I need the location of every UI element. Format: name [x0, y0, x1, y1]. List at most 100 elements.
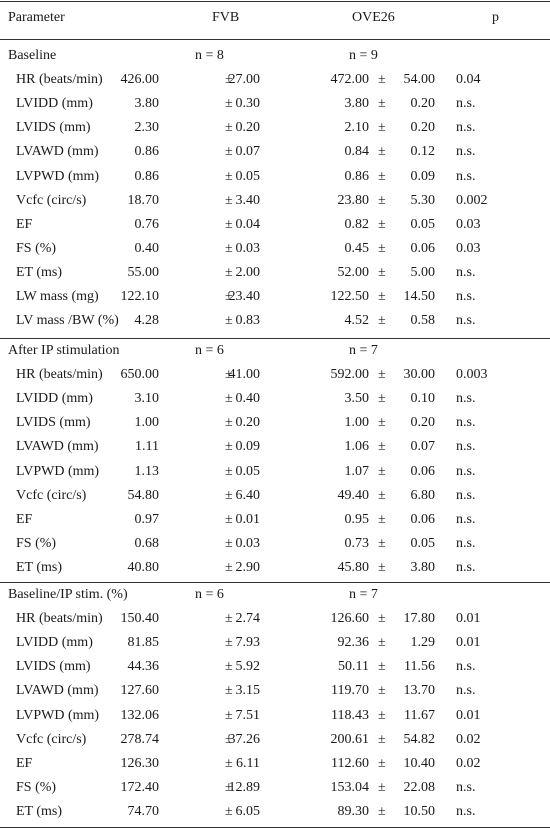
plus-minus-sign: ±: [378, 611, 386, 627]
plus-minus-sign: ±: [225, 659, 233, 675]
plus-minus-sign: ±: [378, 731, 386, 747]
parameter-cell: Vcfc (circ/s): [16, 487, 87, 503]
fvb-mean: 150.40: [120, 611, 160, 627]
ove26-mean: 1.07: [344, 463, 370, 479]
ove26-mean: 3.50: [344, 391, 370, 407]
fvb-mean: 2.30: [134, 120, 160, 136]
plus-minus-sign: ±: [225, 511, 233, 527]
table-row: HR (beats/min) 650.00 ±41.00 592.00 ±30.00 0.…: [0, 363, 550, 387]
ove26-sd: 0.06: [410, 511, 436, 527]
plus-minus-sign: ±: [378, 779, 386, 795]
plus-minus-sign: ±: [225, 144, 233, 160]
fvb-sd: 0.20: [235, 120, 261, 136]
table-row: LVPWD (mm) 132.06 ±7.51 118.43 ±11.67 0.01: [0, 704, 550, 728]
table-row: LV mass /BW (%) 4.28 ±0.83 4.52 ±0.58 n.s.: [0, 309, 550, 333]
plus-minus-sign: ±: [378, 192, 386, 208]
ove26-sd: 0.58: [410, 313, 436, 329]
plus-minus-sign: ±: [378, 144, 386, 160]
plus-minus-sign: ±: [378, 559, 386, 575]
header-ove26: OVE26: [352, 10, 395, 25]
plus-minus-sign: ±: [225, 216, 233, 232]
p-value: n.s.: [456, 168, 476, 184]
table-row: LVAWD (mm) 1.11 ±0.09 1.06 ±0.07 n.s.: [0, 435, 550, 459]
fvb-sd: 5.92: [235, 659, 261, 675]
table-row: Vcfc (circ/s) 18.70 ±3.40 23.80 ±5.30 0.002: [0, 189, 550, 213]
ove26-mean: 2.10: [344, 120, 370, 136]
ove26-sd: 13.70: [403, 683, 436, 699]
fvb-sd: 3.40: [235, 192, 261, 208]
plus-minus-sign: ±: [225, 559, 233, 575]
table-row: LVIDS (mm) 1.00 ±0.20 1.00 ±0.20 n.s.: [0, 411, 550, 435]
p-value: 0.03: [456, 240, 481, 256]
plus-minus-sign: ±: [378, 803, 386, 819]
section-title-row: After IP stimulation n = 6 n = 7: [0, 339, 550, 363]
p-value: n.s.: [456, 439, 476, 455]
plus-minus-sign: ±: [378, 635, 386, 651]
table-row: FS (%) 172.40 ±12.89 153.04 ±22.08 n.s.: [0, 776, 550, 800]
fvb-mean: 81.85: [127, 635, 160, 651]
plus-minus-sign: ±: [225, 611, 233, 627]
plus-minus-sign: ±: [378, 415, 386, 431]
ove26-sd: 0.06: [410, 463, 436, 479]
ove26-mean: 592.00: [330, 367, 370, 383]
parameter-cell: LVAWD (mm): [16, 683, 99, 699]
plus-minus-sign: ±: [378, 240, 386, 256]
ove26-sd: 5.00: [410, 264, 436, 280]
plus-minus-sign: ±: [378, 755, 386, 771]
fvb-mean: 127.60: [120, 683, 160, 699]
ove26-mean: 1.00: [344, 415, 370, 431]
parameter-cell: LVIDD (mm): [16, 391, 93, 407]
fvb-sd: 7.93: [235, 635, 261, 651]
p-value: n.s.: [456, 415, 476, 431]
ove26-sd: 14.50: [403, 289, 436, 304]
ove26-sd: 5.30: [410, 192, 436, 208]
table-row: EF 0.76 ±0.04 0.82 ±0.05 0.03: [0, 213, 550, 237]
table-row: FS (%) 0.68 ±0.03 0.73 ±0.05 n.s.: [0, 532, 550, 556]
fvb-mean: 122.10: [120, 289, 160, 304]
ove26-sd: 1.29: [410, 635, 436, 651]
fvb-mean: 0.76: [134, 216, 160, 232]
header-parameter: Parameter: [8, 10, 65, 25]
p-value: n.s.: [456, 803, 476, 819]
fvb-sd: 27.00: [228, 72, 261, 88]
plus-minus-sign: ±: [225, 755, 233, 771]
plus-minus-sign: ±: [225, 487, 233, 503]
parameter-cell: EF: [16, 511, 33, 527]
fvb-sd: 0.03: [235, 240, 261, 256]
fvb-sd: 2.00: [235, 264, 261, 280]
plus-minus-sign: ±: [378, 264, 386, 280]
plus-minus-sign: ±: [225, 535, 233, 551]
fvb-sd: 0.07: [235, 144, 261, 160]
fvb-mean: 3.80: [134, 96, 160, 112]
table-row: LVPWD (mm) 0.86 ±0.05 0.86 ±0.09 n.s.: [0, 165, 550, 189]
p-value: n.s.: [456, 659, 476, 675]
p-value: 0.01: [456, 611, 481, 627]
ove26-sd: 11.67: [404, 707, 435, 723]
p-value: n.s.: [456, 683, 476, 699]
ove26-mean: 153.04: [330, 779, 370, 795]
fvb-mean: 55.00: [127, 264, 160, 280]
header-rule: [0, 39, 550, 40]
section-title-row: Baseline/IP stim. (%) n = 6 n = 7: [0, 583, 550, 607]
table-row: EF 126.30 ±6.11 112.60 ±10.40 0.02: [0, 752, 550, 776]
fvb-sd: 2.90: [235, 559, 261, 575]
bottom-rule: [0, 827, 550, 828]
ove26-mean: 50.11: [338, 659, 369, 675]
fvb-sd: 0.03: [235, 535, 261, 551]
parameter-cell: LVIDS (mm): [16, 659, 91, 675]
ove26-sd: 0.05: [410, 216, 436, 232]
plus-minus-sign: ±: [378, 683, 386, 699]
table-row: LVAWD (mm) 127.60 ±3.15 119.70 ±13.70 n.s.: [0, 679, 550, 703]
fvb-mean: 3.10: [134, 391, 160, 407]
p-value: n.s.: [456, 463, 476, 479]
ove26-mean: 1.06: [344, 439, 370, 455]
ove26-sd: 0.06: [410, 240, 436, 256]
fvb-sd: 7.51: [235, 707, 261, 723]
plus-minus-sign: ±: [378, 439, 386, 455]
p-value: n.s.: [456, 264, 476, 280]
p-value: n.s.: [456, 511, 476, 527]
fvb-sd: 0.01: [235, 511, 261, 527]
ove26-mean: 92.36: [337, 635, 370, 651]
fvb-sd: 6.05: [235, 803, 261, 819]
plus-minus-sign: ±: [225, 731, 233, 747]
